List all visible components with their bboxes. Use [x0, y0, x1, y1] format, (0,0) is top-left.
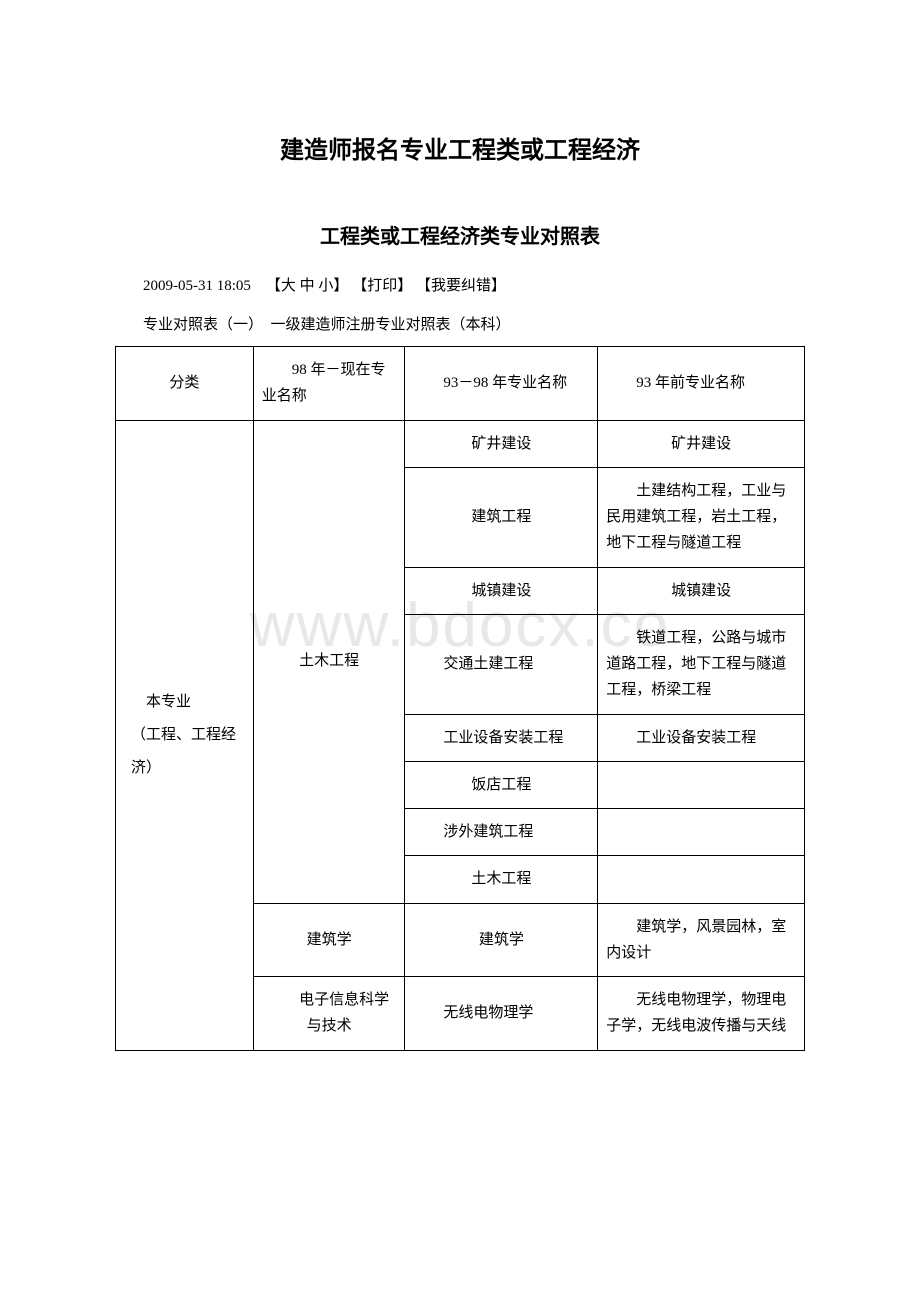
print-link[interactable]: 【打印】	[352, 278, 412, 294]
main-title: 建造师报名专业工程类或工程经济	[115, 130, 805, 165]
category-cell: 本专业 （工程、工程经济）	[116, 420, 254, 1050]
major-93-98-cell: 矿井建设	[405, 420, 598, 467]
major-pre93-cell	[598, 761, 805, 808]
table-row: 本专业 （工程、工程经济）土木工程矿井建设矿井建设	[116, 420, 805, 467]
major-pre93-cell: 铁道工程，公路与城市道路工程，地下工程与隧道工程，桥梁工程	[598, 614, 805, 714]
major-comparison-table: 分类 98 年－现在专业名称 93－98 年专业名称 93 年前专业名称 本专业…	[115, 346, 805, 1051]
header-category: 分类	[116, 347, 254, 421]
major-pre93-cell	[598, 856, 805, 903]
correction-link[interactable]: 【我要纠错】	[416, 278, 506, 294]
major-pre93-cell: 建筑学，风景园林，室内设计	[598, 903, 805, 977]
major-93-98-cell: 工业设备安装工程	[405, 714, 598, 761]
major-pre93-cell	[598, 809, 805, 856]
header-pre-93: 93 年前专业名称	[598, 347, 805, 421]
major-93-98-cell: 建筑学	[405, 903, 598, 977]
major-pre93-cell: 土建结构工程，工业与民用建筑工程，岩土工程，地下工程与隧道工程	[598, 467, 805, 567]
major-98-cell: 土木工程	[253, 420, 405, 903]
major-pre93-cell: 矿井建设	[598, 420, 805, 467]
major-93-98-cell: 建筑工程	[405, 467, 598, 567]
major-98-cell: 电子信息科学与技术	[253, 977, 405, 1051]
major-93-98-cell: 涉外建筑工程	[405, 809, 598, 856]
major-93-98-cell: 饭店工程	[405, 761, 598, 808]
major-93-98-cell: 交通土建工程	[405, 614, 598, 714]
major-93-98-cell: 城镇建设	[405, 567, 598, 614]
major-93-98-cell: 无线电物理学	[405, 977, 598, 1051]
table-caption: 专业对照表（一） 一级建造师注册专业对照表（本科）	[115, 313, 805, 334]
major-pre93-cell: 无线电物理学，物理电子学，无线电波传播与天线	[598, 977, 805, 1051]
major-pre93-cell: 工业设备安装工程	[598, 714, 805, 761]
sub-title: 工程类或工程经济类专业对照表	[115, 220, 805, 249]
major-98-cell: 建筑学	[253, 903, 405, 977]
major-93-98-cell: 土木工程	[405, 856, 598, 903]
meta-line: 2009-05-31 18:05 【大 中 小】 【打印】 【我要纠错】	[115, 274, 805, 295]
major-pre93-cell: 城镇建设	[598, 567, 805, 614]
header-98-now: 98 年－现在专业名称	[253, 347, 405, 421]
size-options-link[interactable]: 【大 中 小】	[266, 278, 349, 294]
table-header-row: 分类 98 年－现在专业名称 93－98 年专业名称 93 年前专业名称	[116, 347, 805, 421]
datetime-text: 2009-05-31 18:05	[143, 278, 251, 294]
header-93-98: 93－98 年专业名称	[405, 347, 598, 421]
